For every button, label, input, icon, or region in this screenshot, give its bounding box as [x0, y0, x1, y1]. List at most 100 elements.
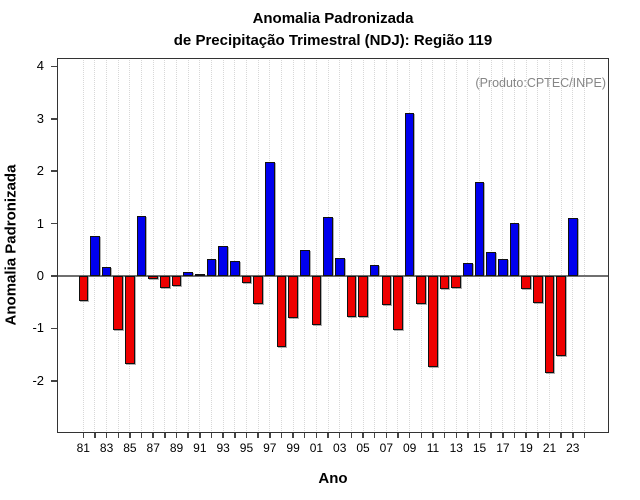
y-tick-label: -1	[32, 320, 44, 336]
x-axis-tick	[315, 433, 318, 438]
x-tick-label: 21	[542, 441, 557, 455]
vertical-gridline	[502, 58, 504, 433]
x-tick-label: 17	[496, 441, 510, 455]
x-axis-tick	[455, 433, 457, 438]
bar-2018	[509, 222, 520, 276]
y-tick-label: 1	[36, 215, 44, 231]
y-axis-tick	[51, 118, 57, 120]
bar-2008	[393, 276, 403, 330]
bar-2021	[544, 276, 555, 373]
vertical-gridline	[432, 58, 434, 433]
y-tick-label: 2	[36, 163, 44, 179]
chart-title-line2: de Precipitação Trimestral (NDJ): Região…	[173, 32, 493, 49]
x-axis-tick	[490, 433, 492, 438]
vertical-gridline	[82, 58, 84, 433]
bar-2000	[299, 249, 310, 276]
x-axis-tick	[385, 433, 388, 438]
x-axis-tick	[513, 433, 516, 438]
y-axis-tick	[51, 65, 57, 68]
x-axis-tick	[152, 433, 154, 438]
x-axis-tick	[234, 433, 236, 438]
vertical-gridline	[374, 58, 376, 433]
x-axis-tick	[572, 433, 574, 438]
y-axis-tick	[51, 380, 57, 382]
zero-baseline	[57, 275, 609, 277]
vertical-gridline	[129, 58, 131, 433]
x-tick-label: 91	[193, 441, 207, 455]
x-axis-title: Ano	[318, 470, 348, 487]
x-tick-label: 99	[286, 441, 300, 455]
bar-1983	[101, 267, 112, 276]
vertical-gridline	[490, 58, 492, 433]
x-tick-label: 19	[519, 441, 533, 455]
y-tick-label: 3	[36, 110, 44, 126]
bar-1997	[264, 161, 275, 276]
vertical-gridline	[245, 58, 247, 433]
chart-title-line1: Anomalia Padronizada	[252, 10, 414, 27]
vertical-gridline	[362, 58, 364, 433]
vertical-gridline	[583, 58, 585, 433]
bar-2002	[323, 217, 333, 276]
bar-1999	[288, 276, 298, 318]
y-axis-tick	[51, 170, 57, 172]
y-axis-tick	[51, 327, 57, 330]
bar-2015	[474, 181, 485, 276]
bar-2013	[451, 276, 462, 288]
x-axis-tick	[467, 433, 469, 438]
x-axis-tick	[105, 433, 108, 438]
vertical-gridline	[199, 58, 201, 433]
bar-1998	[276, 276, 287, 348]
x-axis-tick	[269, 433, 271, 438]
bar-1991	[195, 273, 205, 276]
vertical-gridline	[525, 58, 527, 433]
bar-2019	[521, 276, 531, 290]
bar-1990	[183, 271, 193, 276]
x-axis-tick	[303, 433, 306, 438]
bar-1996	[253, 276, 263, 304]
bar-1994	[230, 260, 240, 276]
x-axis-tick	[280, 433, 283, 438]
vertical-gridline	[444, 58, 446, 433]
x-tick-label: 07	[379, 441, 393, 455]
x-axis-tick	[350, 433, 353, 438]
bar-2016	[486, 252, 497, 276]
bar-2023	[568, 218, 578, 276]
x-axis-tick	[199, 433, 201, 438]
vertical-gridline	[455, 58, 457, 433]
bar-1988	[160, 276, 170, 288]
vertical-gridline	[211, 58, 212, 433]
x-axis-tick	[175, 433, 178, 438]
vertical-gridline	[257, 58, 259, 433]
x-axis-tick	[583, 433, 586, 438]
bar-2009	[404, 112, 415, 276]
vertical-gridline	[350, 58, 352, 433]
bar-2010	[416, 276, 427, 305]
x-axis-tick	[525, 433, 527, 438]
x-tick-label: 13	[449, 441, 463, 455]
bar-1986	[136, 215, 147, 276]
source-annotation: (Produto:CPTEC/INPE)	[475, 76, 606, 90]
x-axis-tick	[432, 433, 434, 438]
bar-2020	[533, 276, 543, 304]
bar-1995	[241, 276, 252, 284]
x-axis-tick	[140, 433, 143, 438]
x-axis-tick	[362, 433, 364, 438]
bar-1993	[218, 245, 228, 276]
vertical-gridline	[280, 58, 282, 433]
x-axis-tick	[537, 433, 539, 438]
bar-2011	[428, 276, 438, 367]
bar-2004	[346, 276, 357, 318]
vertical-gridline	[385, 58, 387, 433]
vertical-gridline	[467, 58, 469, 433]
vertical-gridline	[106, 58, 108, 433]
x-tick-label: 87	[146, 441, 160, 455]
vertical-gridline	[560, 58, 562, 433]
vertical-gridline	[187, 58, 189, 433]
x-axis-tick	[338, 433, 341, 438]
x-axis-tick	[478, 433, 481, 438]
x-tick-label: 15	[472, 441, 487, 455]
x-tick-label: 89	[169, 441, 184, 455]
x-axis-tick	[292, 433, 294, 438]
bar-2012	[439, 276, 450, 289]
vertical-gridline	[339, 58, 341, 433]
